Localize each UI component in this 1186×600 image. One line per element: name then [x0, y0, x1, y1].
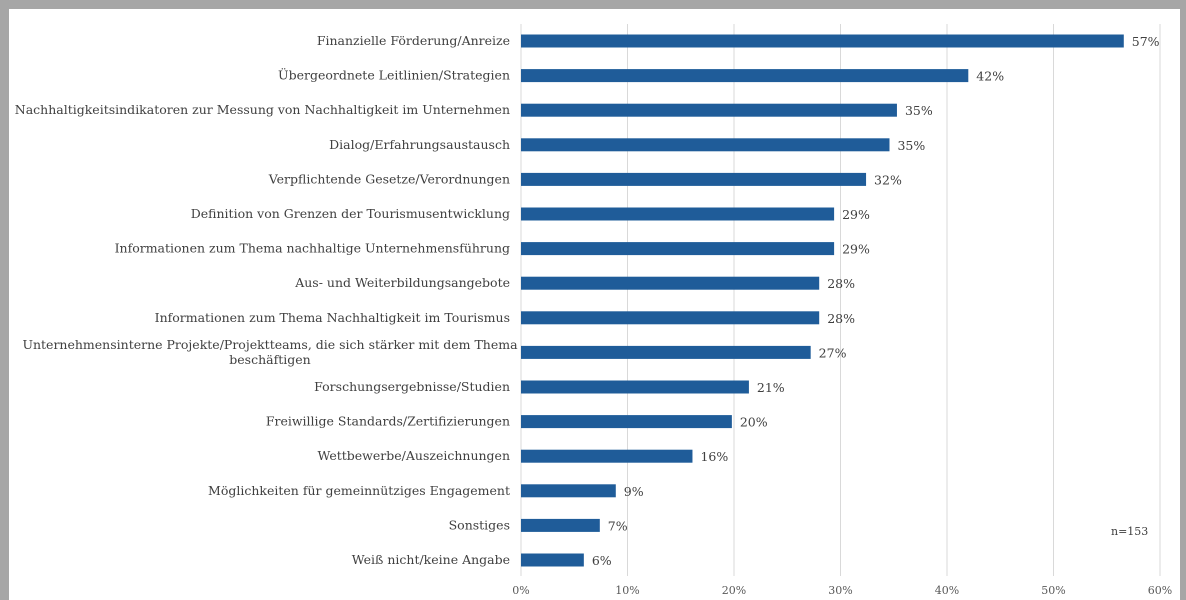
value-label: 29% [842, 207, 870, 222]
bar [521, 518, 600, 532]
value-label: 29% [842, 242, 870, 257]
category-label: Sonstiges [449, 517, 510, 532]
bar [521, 553, 584, 567]
category-label: Dialog/Erfahrungsaustausch [329, 137, 510, 152]
bar [521, 172, 867, 186]
bar [521, 34, 1124, 48]
value-label: 32% [874, 172, 902, 187]
x-tick-label: 30% [828, 584, 852, 597]
x-tick-label: 50% [1041, 584, 1065, 597]
value-label: 35% [905, 103, 933, 118]
category-label: Übergeordnete Leitlinien/Strategien [278, 67, 510, 83]
x-tick-label: 40% [935, 584, 959, 597]
bar [521, 484, 616, 498]
category-label: Forschungsergebnisse/Studien [314, 379, 510, 394]
bar [521, 69, 969, 83]
x-tick-label: 20% [722, 584, 746, 597]
category-label: Aus- und Weiterbildungsangebote [294, 275, 510, 290]
x-tick-label: 10% [615, 584, 639, 597]
labels: 0% 10% 20% 30% 40% 50% 60% 57% Finanzielle Förde… [15, 33, 1172, 597]
category-label: Finanzielle Förderung/Anreize [317, 33, 510, 48]
category-label: Weiß nicht/keine Angabe [352, 552, 510, 567]
bar [521, 276, 820, 290]
category-label: Freiwillige Standards/Zertifizierungen [266, 414, 510, 429]
value-label: 35% [897, 138, 925, 153]
bars [521, 34, 1124, 567]
value-label: 9% [624, 484, 644, 499]
x-tick-label: 60% [1148, 584, 1172, 597]
value-label: 42% [976, 69, 1004, 84]
value-label: 7% [608, 518, 628, 533]
value-label: 6% [592, 553, 612, 568]
bar [521, 138, 890, 152]
category-label: Informationen zum Thema Nachhaltigkeit i… [155, 310, 510, 325]
bar [521, 380, 749, 394]
category-label: Verpflichtende Gesetze/Verordnungen [268, 171, 510, 186]
category-label: Nachhaltigkeitsindikatoren zur Messung v… [15, 102, 510, 117]
sample-size-note: n=153 [1111, 525, 1148, 538]
bar [521, 311, 820, 325]
category-label: Wettbewerbe/Auszeichnungen [318, 448, 510, 463]
value-label: 21% [757, 380, 785, 395]
category-label: Informationen zum Thema nachhaltige Unte… [115, 241, 510, 256]
value-label: 20% [740, 415, 768, 430]
value-label: 27% [819, 345, 847, 360]
bar [521, 207, 835, 221]
category-label: Möglichkeiten für gemeinnütziges Engagem… [208, 483, 510, 498]
bar [521, 345, 811, 359]
value-label: 28% [827, 276, 855, 291]
value-label: 28% [827, 311, 855, 326]
x-tick-label: 0% [512, 584, 529, 597]
bar [521, 415, 732, 429]
bar [521, 449, 693, 463]
category-label: Unternehmensinterne Projekte/Projektteam… [22, 337, 518, 367]
bar [521, 103, 897, 117]
category-label: Definition von Grenzen der Tourismusentw… [191, 206, 510, 221]
value-label: 57% [1132, 34, 1160, 49]
value-label: 16% [700, 449, 728, 464]
bar [521, 242, 835, 256]
